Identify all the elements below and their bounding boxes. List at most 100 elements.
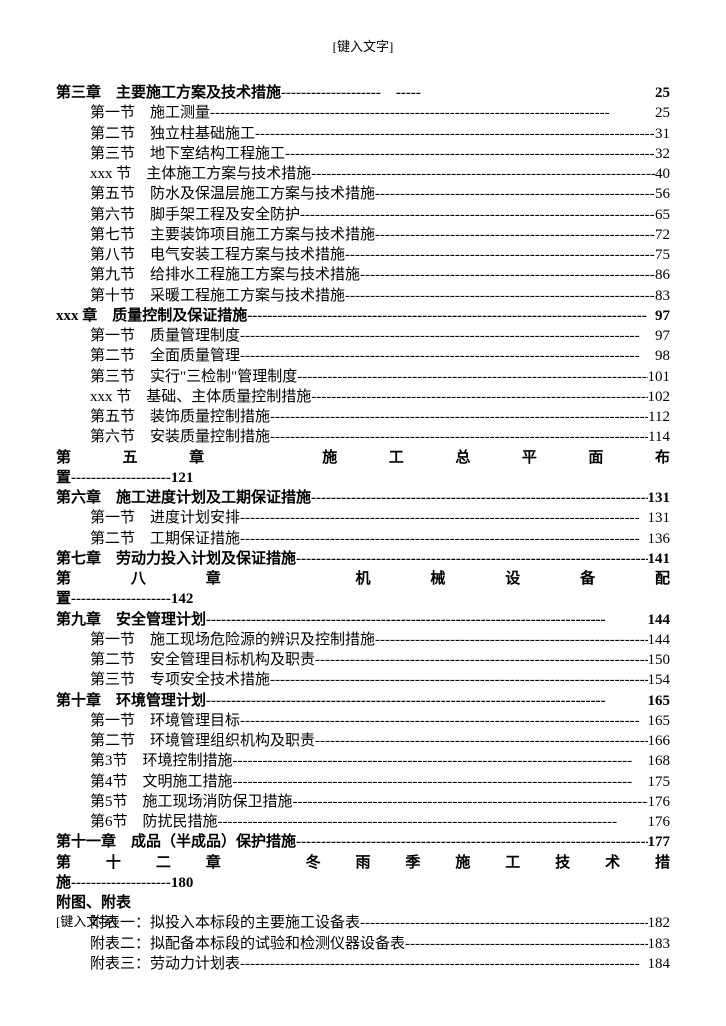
toc-label: 第八节 电气安装工程方案与技术措施 (90, 245, 345, 265)
toc-page: 131 (648, 488, 671, 508)
toc-leader: ----------------------------------------… (233, 772, 648, 792)
toc-page: 144 (648, 630, 671, 650)
toc-label: 附表三：劳动力计划表 (90, 954, 240, 974)
toc-page: 175 (648, 772, 671, 792)
toc-label: 第二节 工期保证措施 (90, 529, 240, 549)
toc-section: 第十节 采暖工程施工方案与技术措施-----------------------… (56, 286, 670, 306)
toc-leader: ----------------------------------------… (206, 610, 647, 630)
toc-leader: ----------------------------------------… (360, 265, 655, 285)
toc-leader: -------------------- (71, 873, 171, 893)
toc-section: 第五节 防水及保温层施工方案与技术措施---------------------… (56, 184, 670, 204)
toc-section: 第一节 进度计划安排------------------------------… (56, 508, 670, 528)
toc-label: 第七节 主要装饰项目施工方案与技术措施 (90, 225, 375, 245)
toc-chapter: 第七章 劳动力投入计划及保证措施------------------------… (56, 549, 670, 569)
toc-page: 31 (655, 124, 670, 144)
toc-page: 56 (655, 184, 670, 204)
toc-leader: ----------------------------------------… (270, 670, 647, 690)
toc-page: 65 (655, 205, 670, 225)
toc-section: 第三节 实行"三检制"管理制度-------------------------… (56, 367, 670, 387)
toc-section: 第一节 施工测量--------------------------------… (56, 103, 670, 123)
toc-label: 置 (56, 589, 71, 609)
toc-section: 第一节 质量管理制度------------------------------… (56, 326, 670, 346)
toc-section: 第3节 环境控制措施------------------------------… (56, 751, 670, 771)
toc-chapter: 第五章 施工总平面布置--------------------121 (56, 448, 670, 489)
toc-leader: ----------------------------------------… (247, 306, 655, 326)
toc-page: 25 (655, 103, 670, 123)
toc-leader: ----------------------------------------… (345, 286, 655, 306)
toc-section: 第五节 装饰质量控制措施----------------------------… (56, 407, 670, 427)
toc-leader: ----------------------------------------… (206, 691, 647, 711)
toc-page: 165 (648, 691, 671, 711)
toc-label: 第一节 施工现场危险源的辨识及控制措施 (90, 630, 375, 650)
toc-page: 72 (655, 225, 670, 245)
toc-section: 第六节 安装质量控制措施----------------------------… (56, 427, 670, 447)
toc-leader: ----------------------------------------… (375, 630, 647, 650)
toc-label: 第十二章 冬雨季施工技术措 (56, 853, 670, 873)
toc-label: 第九节 给排水工程施工方案与技术措施 (90, 265, 360, 285)
toc-label: 第一节 环境管理目标 (90, 711, 240, 731)
toc-leader: ----------------------------------------… (405, 934, 647, 954)
toc-label: 第二节 全面质量管理 (90, 346, 240, 366)
toc-section: 第六节 脚手架工程及安全防护--------------------------… (56, 205, 670, 225)
toc-page: 176 (648, 812, 671, 832)
toc-section: 第5节 施工现场消防保卫措施--------------------------… (56, 792, 670, 812)
toc-label: 施 (56, 873, 71, 893)
toc-leader: -------------------- ----- (281, 83, 655, 103)
footer-placeholder: [键入文字] (56, 911, 117, 930)
toc-page: 86 (655, 265, 670, 285)
toc-leader: ----------------------------------------… (285, 144, 655, 164)
toc-page: 98 (655, 346, 670, 366)
toc-label: 第六节 脚手架工程及安全防护 (90, 205, 300, 225)
toc-section: xxx 节 主体施工方案与技术措施-----------------------… (56, 164, 670, 184)
toc-page: 183 (648, 934, 671, 954)
toc-page: 121 (171, 468, 194, 488)
toc-page: 32 (655, 144, 670, 164)
toc-label: 第十章 环境管理计划 (56, 691, 206, 711)
toc-section: 附表三：劳动力计划表------------------------------… (56, 954, 670, 974)
toc-label: 第3节 环境控制措施 (90, 751, 233, 771)
toc-section: 第二节 全面质量管理------------------------------… (56, 346, 670, 366)
toc-label: 附表二：拟配备本标段的试验和检测仪器设备表 (90, 934, 405, 954)
toc-page: 165 (648, 711, 671, 731)
toc-label: 第五章 施工总平面布 (56, 448, 670, 468)
toc-label: 第五节 防水及保温层施工方案与技术措施 (90, 184, 375, 204)
toc-page: 83 (655, 286, 670, 306)
toc-label: 第九章 安全管理计划 (56, 610, 206, 630)
toc-label: 第七章 劳动力投入计划及保证措施 (56, 549, 296, 569)
toc-chapter: 第三章 主要施工方案及技术措施-------------------- ----… (56, 83, 670, 103)
toc-page: 114 (648, 427, 670, 447)
toc-label: 第十一章 成品（半成品）保护措施 (56, 832, 296, 852)
toc-page: 144 (648, 610, 671, 630)
toc-label: 第三节 地下室结构工程施工 (90, 144, 285, 164)
toc-chapter: 第十一章 成品（半成品）保护措施------------------------… (56, 832, 670, 852)
toc-leader: -------------------- (71, 468, 171, 488)
toc-leader: ----------------------------------------… (218, 812, 648, 832)
toc-label: 第二节 环境管理组织机构及职责 (90, 731, 315, 751)
toc-label: 第五节 装饰质量控制措施 (90, 407, 270, 427)
toc-section: 第二节 安全管理目标机构及职责-------------------------… (56, 650, 670, 670)
toc-leader: ----------------------------------------… (315, 731, 647, 751)
toc-leader: ----------------------------------------… (240, 954, 647, 974)
toc-leader: ----------------------------------------… (270, 407, 648, 427)
toc-page: 25 (655, 83, 670, 103)
toc-label: 第一节 施工测量 (90, 103, 210, 123)
toc-leader: ----------------------------------------… (311, 387, 647, 407)
toc-label: 第六节 安装质量控制措施 (90, 427, 270, 447)
toc-label: 第二节 独立柱基础施工 (90, 124, 255, 144)
toc-page: 102 (648, 387, 671, 407)
toc-label: 第6节 防扰民措施 (90, 812, 218, 832)
toc-leader: ----------------------------------------… (311, 164, 655, 184)
toc-page: 141 (648, 549, 671, 569)
toc-page: 97 (655, 326, 670, 346)
toc-label: 第4节 文明施工措施 (90, 772, 233, 792)
toc-label: xxx 章 质量控制及保证措施 (56, 306, 247, 326)
toc-page: 166 (648, 731, 671, 751)
toc-page: 131 (648, 508, 671, 528)
toc-section: 第4节 文明施工措施------------------------------… (56, 772, 670, 792)
toc-page: 176 (648, 792, 671, 812)
toc-leader: ----------------------------------------… (210, 103, 655, 123)
toc-label: 第一节 质量管理制度 (90, 326, 240, 346)
toc-label: 第二节 安全管理目标机构及职责 (90, 650, 315, 670)
toc-section: 第九节 给排水工程施工方案与技术措施----------------------… (56, 265, 670, 285)
toc-page: 180 (171, 873, 194, 893)
